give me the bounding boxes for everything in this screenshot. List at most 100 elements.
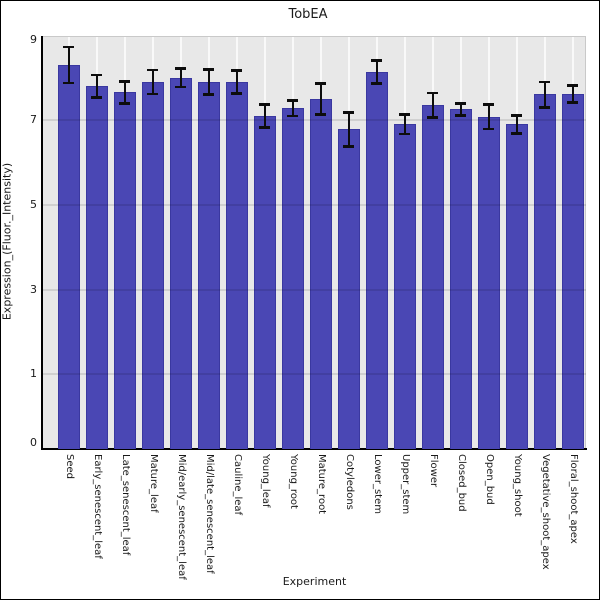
error-bar-cap (119, 80, 130, 83)
error-bar-stem (431, 92, 434, 118)
error-bar-cap (175, 67, 186, 70)
error-bar-stem (263, 104, 266, 128)
plot-area (43, 36, 586, 449)
x-tick-label: Vegetative_shoot_apex (539, 454, 551, 570)
error-bar-cap (455, 114, 466, 117)
error-bar-cap (399, 132, 410, 136)
bar (57, 64, 80, 449)
x-tick-label: Open_bud (483, 454, 495, 505)
error-bar-cap (427, 91, 438, 95)
y-axis-line (41, 36, 43, 450)
error-bar-stem (179, 68, 182, 87)
h-gridline (43, 203, 586, 206)
x-tick-label: Young_shoot (511, 454, 523, 517)
error-bar-cap (371, 82, 382, 85)
error-bar-cap (539, 106, 550, 109)
error-bar-cap (427, 116, 438, 119)
h-gridline (43, 288, 586, 291)
bar (477, 116, 500, 449)
error-bar-cap (315, 82, 326, 85)
error-bar-cap (567, 84, 578, 87)
error-bar-cap (231, 92, 242, 95)
error-bar-cap (539, 80, 550, 84)
error-bar-cap (343, 145, 354, 148)
y-tick-label: 9 (30, 33, 37, 46)
error-bar-stem (543, 81, 546, 108)
x-tick-label: Mature_root (315, 454, 327, 515)
x-tick-label: Young_leaf (259, 454, 271, 508)
x-tick-label: Closed_bud (455, 454, 467, 512)
x-tick-label: Floral_shoot_apex (567, 454, 579, 544)
y-tick-label: 5 (30, 197, 37, 211)
error-bar-stem (319, 83, 322, 115)
plot-frame-top (43, 36, 586, 37)
bar (141, 81, 164, 449)
error-bar-cap (147, 68, 158, 72)
error-bar-cap (399, 113, 410, 116)
error-bar-cap (203, 93, 214, 96)
error-bar-cap (63, 45, 74, 49)
h-gridline (43, 118, 586, 121)
x-tick-label: Mature_leaf (147, 454, 159, 513)
error-bar-stem (487, 104, 490, 129)
error-bar-cap (315, 113, 326, 116)
error-bar-cap (511, 132, 522, 135)
x-tick-label: Cauline_leaf (231, 454, 243, 516)
x-tick-label: Young_root (287, 454, 299, 509)
x-axis-line (41, 448, 587, 450)
error-bar-cap (147, 92, 158, 96)
x-tick-label: Mid/late_senescent_leaf (203, 454, 215, 574)
error-bar-stem (67, 46, 70, 83)
error-bar-stem (375, 60, 378, 83)
bar (365, 71, 388, 449)
bar (85, 85, 108, 449)
error-bar-cap (91, 73, 102, 77)
x-tick-label: Mid/early_senescent_leaf (175, 454, 187, 580)
bar (169, 77, 192, 449)
bar (561, 93, 584, 449)
x-tick-label: Flower (427, 454, 439, 488)
x-axis-label: Experiment (282, 575, 347, 588)
chart-title: TobEA (288, 7, 328, 22)
error-bar-stem (571, 85, 574, 103)
x-tick-label: Lower_stem (371, 454, 383, 514)
x-tick-label: Cotyledons (343, 454, 355, 510)
error-bar-cap (63, 81, 74, 85)
error-bar-cap (371, 59, 382, 62)
error-bar-stem (515, 115, 518, 134)
error-bar-cap (259, 126, 270, 129)
h-gridline (43, 373, 586, 376)
error-bar-stem (291, 100, 294, 116)
error-bar-stem (347, 112, 350, 147)
error-bar-cap (287, 99, 298, 102)
x-tick-label: Upper_stem (399, 454, 411, 515)
y-tick-label: 3 (30, 282, 37, 296)
error-bar-cap (567, 101, 578, 104)
error-bar-cap (119, 102, 130, 105)
bar (421, 105, 444, 449)
y-axis-label: Expression_(Fluor._Intensity) (0, 162, 14, 321)
error-bar-stem (95, 74, 98, 98)
error-bar-cap (483, 103, 494, 106)
y-tick-label: 0 (30, 436, 37, 449)
bar (225, 81, 248, 449)
bar (505, 124, 528, 449)
error-bar-cap (259, 103, 270, 106)
error-bar-cap (203, 68, 214, 71)
bar (197, 81, 220, 449)
error-bar-cap (91, 96, 102, 99)
error-bar-cap (175, 85, 186, 89)
x-tick-label: Late_senescent_leaf (119, 454, 131, 556)
plot-frame-right (585, 36, 586, 449)
error-bar-cap (455, 102, 466, 105)
error-bar-stem (235, 70, 238, 94)
error-bar-stem (151, 69, 154, 94)
error-bar-cap (511, 114, 522, 117)
error-bar-stem (123, 81, 126, 104)
error-bar-cap (343, 111, 354, 114)
bar (253, 115, 276, 449)
x-tick-label: Seed (63, 454, 75, 479)
error-bar-stem (403, 114, 406, 134)
y-tick-label: 7 (30, 112, 37, 126)
